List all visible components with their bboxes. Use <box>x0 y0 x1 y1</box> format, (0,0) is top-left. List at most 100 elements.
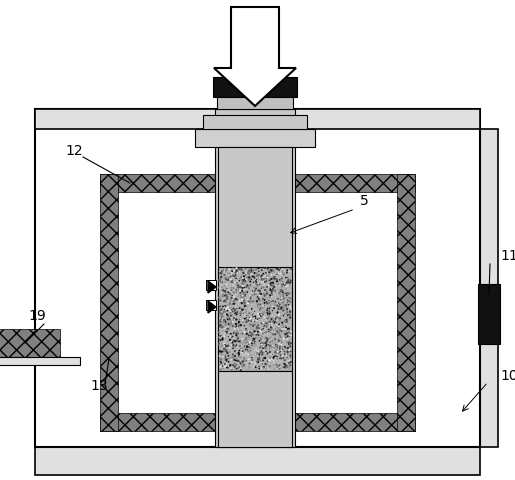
Point <box>226 301 234 309</box>
Point <box>282 323 290 331</box>
Point <box>282 339 290 347</box>
Point <box>222 315 230 323</box>
Point <box>239 295 248 303</box>
Point <box>226 328 234 336</box>
Point <box>287 328 295 336</box>
Bar <box>195 130 315 148</box>
Point <box>269 343 278 351</box>
Point <box>230 317 238 324</box>
Point <box>244 317 252 324</box>
Point <box>266 276 274 283</box>
Point <box>221 322 230 330</box>
Point <box>251 311 259 318</box>
Point <box>254 287 263 295</box>
Point <box>231 310 239 317</box>
Point <box>221 268 229 276</box>
Point <box>252 329 260 337</box>
Point <box>261 331 269 338</box>
Point <box>285 332 294 340</box>
Point <box>266 357 274 365</box>
Point <box>247 315 255 323</box>
Point <box>219 318 227 326</box>
Point <box>217 324 226 332</box>
Point <box>265 356 273 363</box>
Point <box>234 289 242 297</box>
Point <box>218 268 227 276</box>
Point <box>229 353 237 361</box>
Point <box>221 267 229 275</box>
Point <box>247 356 255 363</box>
Point <box>251 363 260 371</box>
Point <box>244 296 252 304</box>
Point <box>269 284 278 291</box>
Point <box>232 324 241 332</box>
Point <box>216 308 224 316</box>
Point <box>216 303 224 311</box>
Point <box>227 353 235 361</box>
Point <box>226 362 234 370</box>
Point <box>233 289 241 297</box>
Point <box>224 342 232 350</box>
Point <box>226 288 234 295</box>
Point <box>262 365 270 373</box>
Point <box>217 289 225 297</box>
Point <box>287 332 295 340</box>
Point <box>236 338 245 346</box>
Point <box>218 342 226 350</box>
Point <box>287 349 295 357</box>
Point <box>250 318 259 326</box>
Point <box>248 354 256 362</box>
Point <box>281 303 289 311</box>
Point <box>249 341 257 348</box>
Point <box>286 293 295 301</box>
Point <box>258 342 266 350</box>
Point <box>231 359 239 366</box>
Point <box>218 322 227 329</box>
Point <box>233 334 241 342</box>
Point <box>254 348 262 356</box>
Point <box>224 301 232 309</box>
Point <box>264 273 272 281</box>
Point <box>248 301 256 309</box>
Point <box>236 366 245 374</box>
Point <box>227 273 235 280</box>
Point <box>264 297 272 305</box>
Point <box>226 336 234 344</box>
Point <box>281 311 289 318</box>
Point <box>218 326 226 334</box>
Point <box>258 267 266 275</box>
Point <box>234 338 243 346</box>
Point <box>269 292 277 300</box>
Point <box>275 361 283 369</box>
Point <box>281 331 289 338</box>
Point <box>266 325 274 333</box>
Point <box>245 344 253 351</box>
Point <box>255 297 264 305</box>
Point <box>281 274 289 282</box>
Point <box>221 298 229 306</box>
Point <box>258 284 266 291</box>
Point <box>262 311 270 318</box>
Point <box>258 310 266 317</box>
Point <box>229 340 237 348</box>
Point <box>240 286 248 294</box>
Point <box>283 305 291 313</box>
Point <box>256 288 264 296</box>
Point <box>236 265 244 273</box>
Point <box>231 269 239 277</box>
Point <box>283 337 291 345</box>
Point <box>222 289 231 297</box>
Point <box>252 323 261 330</box>
Point <box>273 271 281 279</box>
Point <box>216 343 225 351</box>
Point <box>238 277 247 285</box>
Point <box>232 265 241 273</box>
Point <box>275 267 283 275</box>
Point <box>242 315 250 323</box>
Point <box>234 285 243 293</box>
Point <box>224 304 232 312</box>
Point <box>280 319 288 327</box>
Point <box>261 264 269 272</box>
Point <box>216 347 224 355</box>
Point <box>277 266 285 274</box>
